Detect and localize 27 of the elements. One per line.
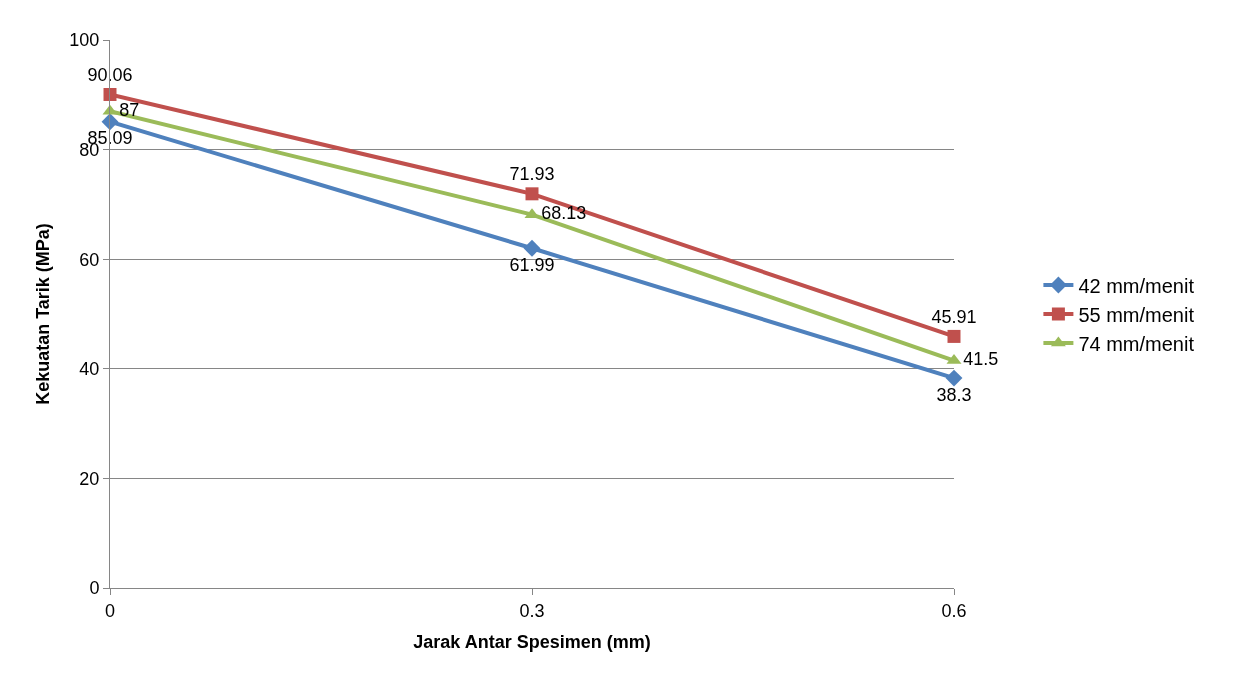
y-tick-label: 20 <box>79 468 100 489</box>
y-tick-label: 60 <box>79 249 100 270</box>
y-tick-label: 100 <box>69 30 100 51</box>
data-label: 41.5 <box>963 349 999 370</box>
y-axis-title: Kekuatan Tarik (MPa) <box>32 223 53 405</box>
legend-label: 74 mm/menit <box>1078 332 1195 355</box>
point <box>945 369 963 387</box>
x-axis-title: Jarak Antar Spesimen (mm) <box>413 631 651 652</box>
y-tick-label: 0 <box>89 578 100 599</box>
x-tick-label: 0 <box>104 600 116 621</box>
data-label: 90.06 <box>87 64 133 85</box>
data-label: 68.13 <box>541 203 587 224</box>
point <box>101 113 119 131</box>
x-tick-label: 0.6 <box>941 600 967 621</box>
point <box>947 329 961 343</box>
x-tick-label: 0.3 <box>519 600 545 621</box>
data-label: 45.91 <box>931 306 977 327</box>
data-label: 87 <box>119 99 140 120</box>
data-label: 38.3 <box>936 384 972 405</box>
point <box>523 239 541 257</box>
y-tick-label: 40 <box>79 359 100 380</box>
legend-label: 55 mm/menit <box>1078 303 1195 326</box>
point <box>525 187 539 201</box>
data-label: 61.99 <box>509 254 555 275</box>
legend-label: 42 mm/menit <box>1078 274 1195 297</box>
point <box>103 87 117 101</box>
data-label: 71.93 <box>509 164 555 185</box>
